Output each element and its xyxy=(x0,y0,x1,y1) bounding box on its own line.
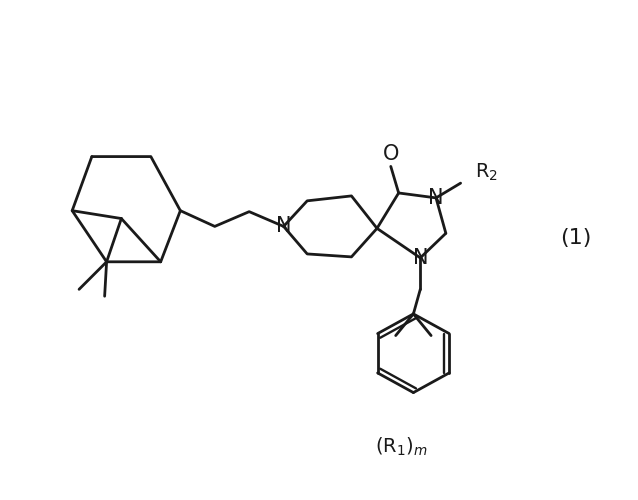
Text: O: O xyxy=(383,144,399,164)
Text: N: N xyxy=(276,216,292,236)
Text: R$_2$: R$_2$ xyxy=(475,162,498,183)
Text: (R$_1$)$_m$: (R$_1$)$_m$ xyxy=(375,436,428,458)
Text: N: N xyxy=(413,248,428,268)
Text: (1): (1) xyxy=(560,228,591,248)
Text: N: N xyxy=(428,188,444,208)
